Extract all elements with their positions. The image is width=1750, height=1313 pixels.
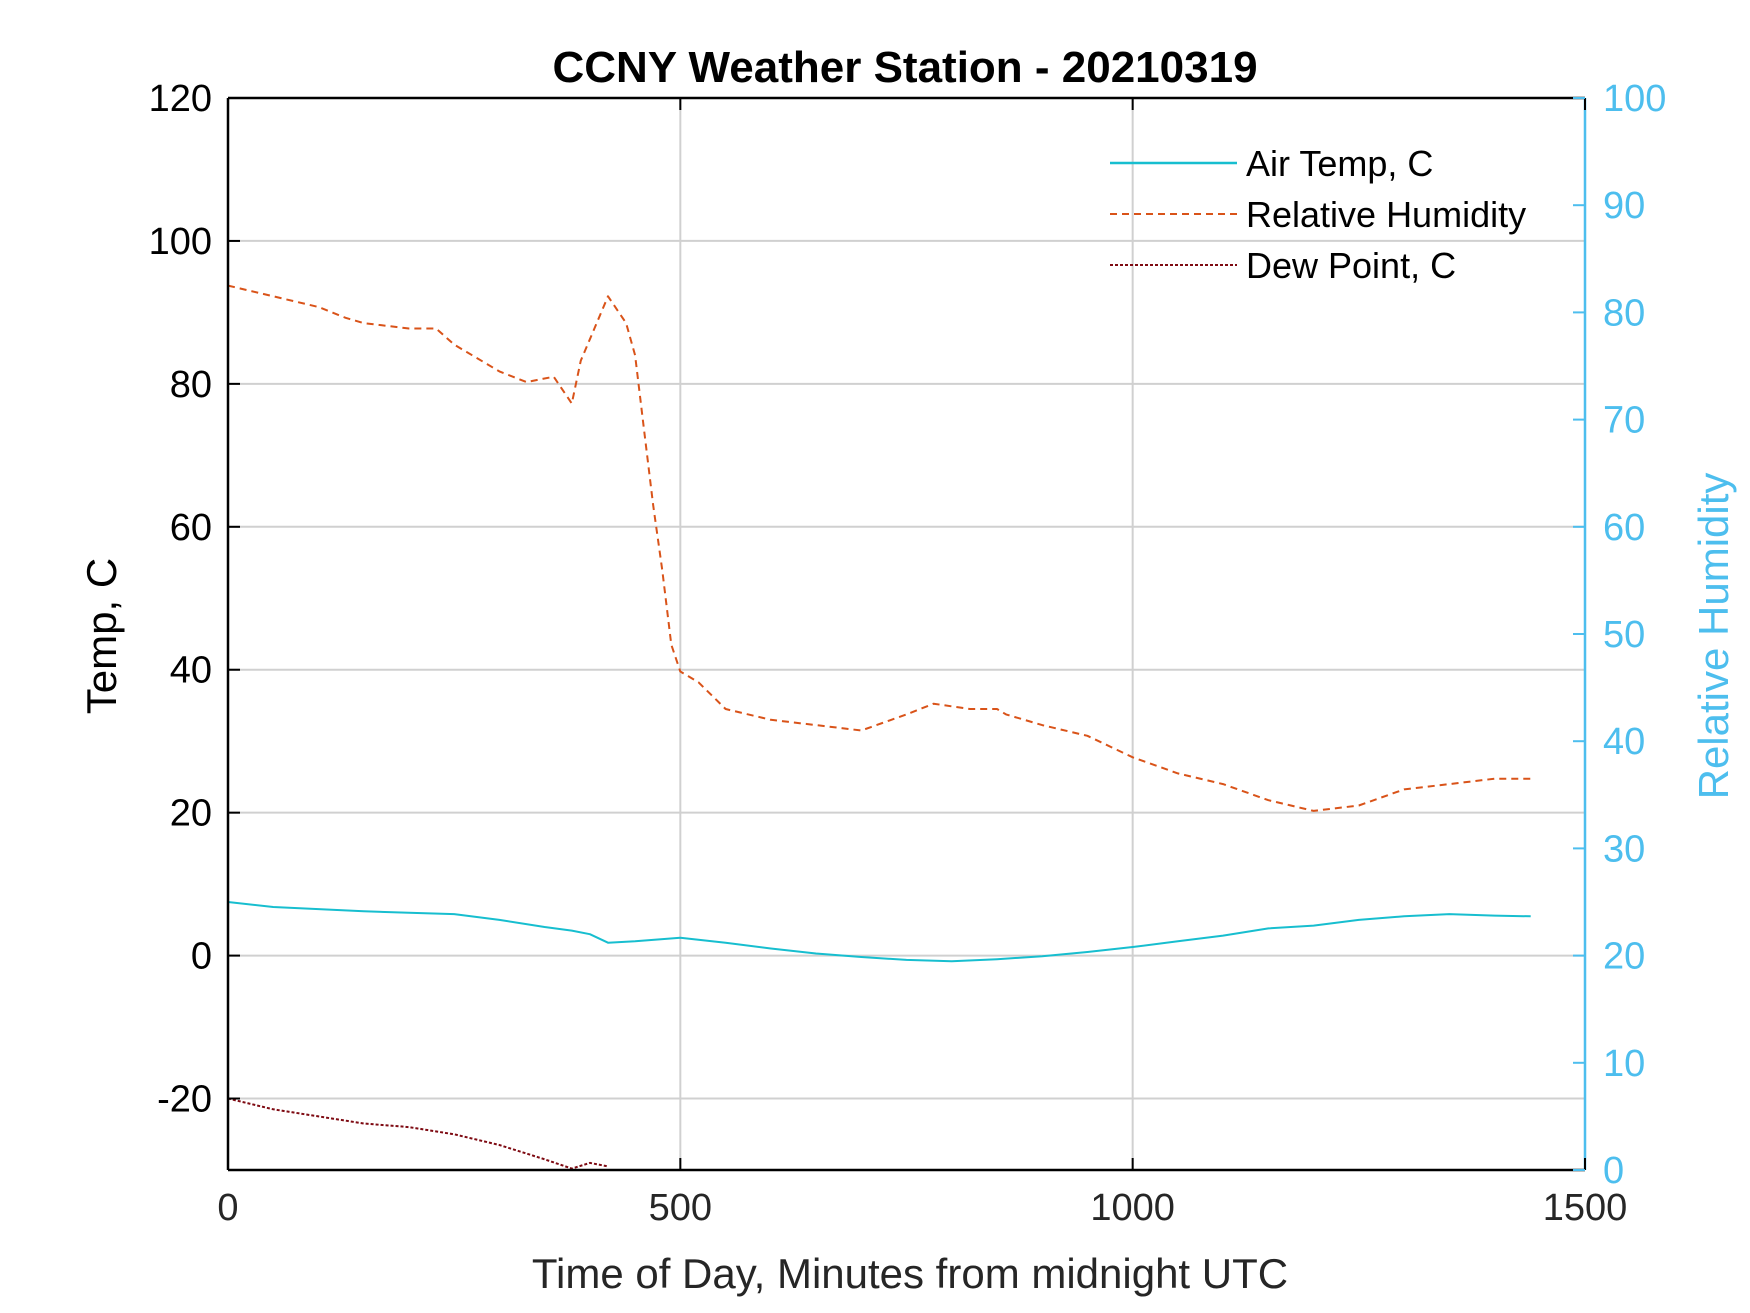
y-right-tick-label-8: 80 bbox=[1603, 292, 1645, 334]
y-axis-label-right: Relative Humidity bbox=[1690, 473, 1737, 800]
y-right-tick-label-6: 60 bbox=[1603, 507, 1645, 549]
series-line-air-temp-c bbox=[227, 901, 1531, 963]
y-right-tick-label-10: 100 bbox=[1603, 78, 1666, 120]
y-right-tick-label-3: 30 bbox=[1603, 828, 1645, 870]
y-right-tick-label-7: 70 bbox=[1603, 400, 1645, 442]
chart-title: CCNY Weather Station - 20210319 bbox=[552, 43, 1257, 92]
y-left-tick-label-5: 80 bbox=[170, 364, 212, 406]
legend-label-dew-point: Dew Point, C bbox=[1246, 245, 1456, 286]
x-tick-label-1: 500 bbox=[649, 1187, 712, 1229]
x-axis-label: Time of Day, Minutes from midnight UTC bbox=[532, 1250, 1288, 1297]
y-right-tick-label-2: 20 bbox=[1603, 936, 1645, 978]
axes-layer: 0 500 1000 1500 -20 0 20 40 60 80 100 120 0 10 20 30 40 5… bbox=[149, 78, 1667, 1229]
y-left-tick-label-4: 60 bbox=[170, 507, 212, 549]
y-right-tick-label-0: 0 bbox=[1603, 1150, 1624, 1192]
x-tick-label-3: 1500 bbox=[1543, 1187, 1628, 1229]
y-axis-label-left: Temp, C bbox=[78, 558, 125, 714]
series-line-dew-point-c bbox=[227, 1097, 609, 1170]
y-right-tick-label-4: 40 bbox=[1603, 721, 1645, 763]
y-left-tick-label-2: 20 bbox=[170, 793, 212, 835]
series-line-relative-humidity bbox=[227, 284, 1531, 812]
y-right-tick-label-9: 90 bbox=[1603, 185, 1645, 227]
legend-label-air-temp: Air Temp, C bbox=[1246, 143, 1433, 184]
legend-label-relative-humidity: Relative Humidity bbox=[1246, 194, 1526, 235]
y-right-tick-label-1: 10 bbox=[1603, 1043, 1645, 1085]
y-right-tick-label-5: 50 bbox=[1603, 614, 1645, 656]
y-left-tick-label-1: 0 bbox=[191, 936, 212, 978]
legend: Air Temp, C Relative Humidity Dew Point,… bbox=[1110, 143, 1526, 286]
x-tick-label-0: 0 bbox=[217, 1187, 238, 1229]
series-layer bbox=[227, 284, 1531, 1170]
x-tick-label-2: 1000 bbox=[1090, 1187, 1175, 1229]
y-left-tick-label-0: -20 bbox=[157, 1079, 212, 1121]
grid-lines bbox=[228, 98, 1585, 1170]
y-left-tick-label-6: 100 bbox=[149, 221, 212, 263]
y-left-tick-label-3: 40 bbox=[170, 650, 212, 692]
y-left-tick-label-7: 120 bbox=[149, 78, 212, 120]
